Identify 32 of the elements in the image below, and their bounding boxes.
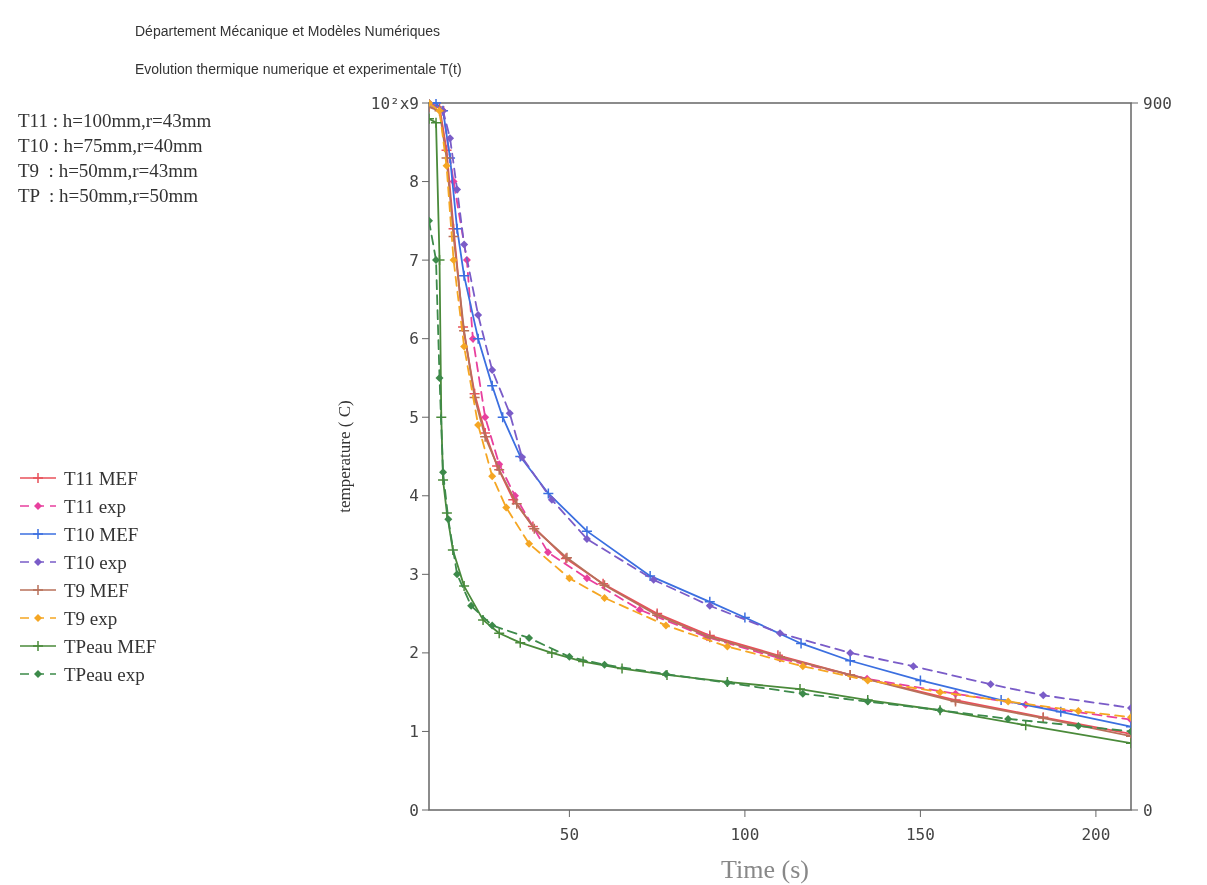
legend-label: TPeau MEF: [64, 635, 157, 657]
y-tick-label: 3: [409, 564, 419, 584]
y-axis-title: temperature ( C): [335, 400, 354, 513]
text: Département Mécanique et Modèles Numériques: [135, 23, 441, 39]
y-tick-label: 7: [409, 250, 419, 270]
x-tick-label: 100: [730, 825, 760, 844]
y-tick-label: 0: [409, 800, 419, 820]
y-tick-label: 2: [409, 643, 419, 663]
legend-label: T9 MEF: [64, 579, 129, 601]
legend-label: TPeau exp: [64, 663, 145, 685]
text: Evolution thermique numerique et experimentale T(t): [135, 61, 462, 77]
text: T9 : h=50mm,r=43mm: [18, 160, 198, 181]
text: T11 : h=100mm,r=43mm: [18, 110, 212, 131]
legend-label: T9 exp: [64, 607, 118, 629]
y-tick-label: 10²x9: [370, 93, 419, 113]
y-tick-label: 8: [409, 172, 419, 192]
text: T10 : h=75mm,r=40mm: [18, 135, 203, 156]
x-tick-label: 200: [1081, 825, 1111, 844]
y2-tick-label: 900: [1143, 93, 1172, 113]
y-tick-label: 4: [409, 486, 419, 506]
y2-tick-label: 0: [1143, 800, 1153, 820]
text: TP : h=50mm,r=50mm: [18, 185, 199, 206]
legend-label: T11 MEF: [64, 467, 138, 489]
y-tick-label: 5: [409, 407, 419, 427]
y-tick-label: 1: [409, 722, 419, 742]
x-axis-title: Time (s): [721, 855, 809, 884]
legend-label: T10 exp: [64, 551, 127, 573]
y-tick-label: 6: [409, 329, 419, 349]
legend-label: T10 MEF: [64, 523, 139, 545]
x-tick-label: 150: [905, 825, 935, 844]
x-tick-label: 50: [559, 825, 580, 844]
legend-label: T11 exp: [64, 495, 127, 517]
